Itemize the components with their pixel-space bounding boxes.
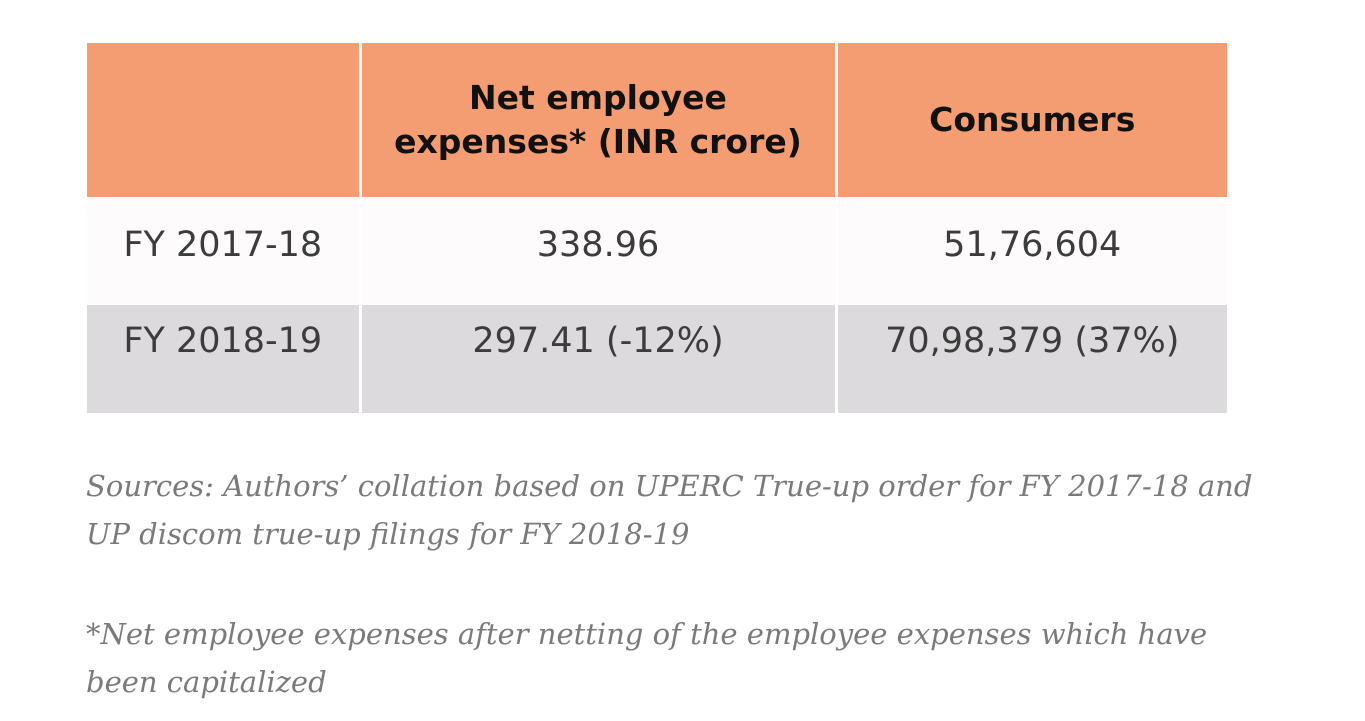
data-table: Net employee expenses* (INR crore) Consu… [87,43,1227,413]
sources-note: Sources: Authors’ collation based on UPE… [86,469,1253,551]
header-row: Net employee expenses* (INR crore) Consu… [87,43,1227,197]
net-employee-expenses-value: 297.41 (-12%) [358,305,836,413]
consumers-value: 51,76,604 [834,197,1227,305]
header-consumers: Consumers [834,43,1227,197]
row-label: FY 2018-19 [87,305,360,413]
row-label: FY 2017-18 [87,197,360,305]
header-net-employee-expenses: Net employee expenses* (INR crore) [358,43,836,197]
table-row: FY 2017-18 338.96 51,76,604 [87,197,1227,305]
net-employee-expenses-value: 338.96 [358,197,836,305]
header-cell-empty [87,43,360,197]
consumers-value: 70,98,379 (37%) [834,305,1227,413]
table-row: FY 2018-19 297.41 (-12%) 70,98,379 (37%) [87,305,1227,413]
footnote-note: *Net employee expenses after netting of … [86,617,1208,699]
